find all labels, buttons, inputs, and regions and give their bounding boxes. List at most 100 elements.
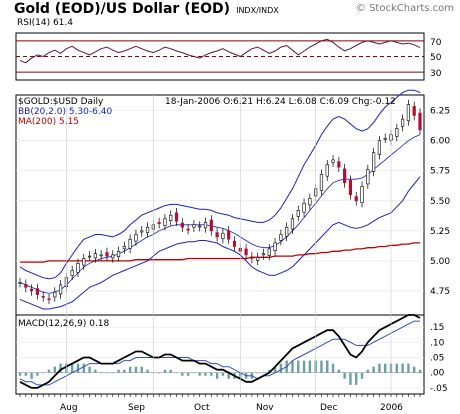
x-axis [19,95,421,397]
price-tick-label: 6.00 [430,137,450,147]
macd-histogram-bar [221,372,225,376]
macd-histogram-bar [18,372,22,376]
macd-histogram-bar [355,372,358,385]
macd-histogram-bar [384,363,387,373]
macd-histogram-bar [418,369,422,373]
candle-body [256,256,260,261]
candle-body [412,106,416,116]
macd-tick-label: .10 [430,338,445,348]
candle-body [372,152,376,172]
candle-body [250,256,254,259]
bb-lower-line [19,176,421,310]
price-tick-label: 5.25 [430,227,450,237]
candle-body [395,128,399,137]
month-label-dec: Dec [320,403,337,413]
macd-label: MACD(12,26,9) 0.18 [18,319,110,329]
macd-histogram-bar [163,369,167,373]
macd-histogram-bar [59,363,62,373]
candle-body [418,112,422,131]
macd-histogram-bar [343,372,346,379]
candle-body [140,230,144,233]
macd-histogram-bar [413,366,416,373]
price-symbol-label: $GOLD:$USD Daily [18,97,104,107]
macd-histogram-bar [134,366,138,373]
candle-body [122,246,126,250]
chart-title: Gold (EOD)/US Dollar (EOD) INDX/INDX [14,1,279,17]
macd-panel: -.05 .00 .05 .10 .15 [16,314,448,394]
macd-histogram-bar [308,360,312,373]
candle-body [203,222,208,229]
price-tick-label: 5.00 [430,257,450,267]
candle-body [105,252,109,257]
price-tick-label: 4.75 [430,287,450,297]
macd-histogram-bar [407,363,410,373]
bb-upper-line [19,89,421,280]
candle-body [273,242,277,251]
candle-body [180,222,184,228]
month-label-oct: Oct [194,403,210,413]
ma200-line [20,242,420,263]
candle-body [221,232,225,239]
price-panel: 4.75 5.00 5.25 5.50 5.75 6.00 6.25 [16,89,450,310]
candle-body [76,263,80,273]
macd-histogram-bar [366,369,370,373]
candle-body [308,198,312,206]
macd-histogram-bar [99,372,103,374]
quote-label: 18-Jan-2006 O:6.21 H:6.24 L:6.08 C:6.09 … [165,97,396,107]
candle-body [406,104,411,122]
macd-histogram-bar [186,372,190,376]
macd-histogram-bar [337,369,341,373]
candle-body [174,212,179,222]
macd-histogram-bar [204,372,207,376]
macd-tick-label: .15 [430,323,444,333]
candle-body [319,174,324,191]
candle-body [99,254,103,257]
candle-body [215,232,219,238]
candle-body [383,137,387,140]
macd-histogram-bar [111,372,114,374]
candle-body [401,118,405,127]
candle-body [302,202,306,213]
macd-frame [15,314,425,395]
candle-body [290,218,295,230]
macd-histogram-bar [291,360,294,373]
macd-histogram-bar [88,366,91,373]
macd-histogram-bar [76,363,80,373]
candle-body [377,140,382,155]
candle-body [29,288,34,292]
macd-histogram-bar [169,369,172,373]
rsi-panel [16,38,424,73]
macd-histogram-bar [273,366,277,373]
month-label-nov: Nov [256,403,274,413]
macd-histogram-bar [30,372,33,379]
macd-histogram-bar [279,363,283,373]
macd-histogram-bar [175,372,178,374]
macd-tick-label: .00 [430,369,445,379]
bb-label: BB(20,2.0) 5.30-6.40 [18,107,112,117]
macd-histogram-bar [395,363,399,373]
macd-histogram-bar [320,360,323,373]
candle-body [93,253,97,259]
macd-histogram-bar [82,363,85,373]
candle-body [157,222,161,224]
macd-histogram-bar [94,369,97,373]
candle-body [331,159,335,163]
candle-body [41,296,45,298]
candle-body [24,284,28,288]
macd-histogram-bar [302,360,306,373]
candle-body [337,161,341,168]
price-frame [15,94,425,316]
macd-histogram-bar [262,372,265,374]
exchange-text: INDX/INDX [236,6,279,15]
macd-histogram-bar [70,363,74,373]
candle-body [343,168,347,184]
candle-body [169,214,173,221]
candle-body [232,240,237,247]
macd-histogram-bar [157,372,161,374]
candle-body [116,250,121,257]
macd-histogram-bar [105,372,109,374]
candle-body [35,288,39,295]
month-label-aug: Aug [60,403,78,413]
price-tick-label: 6.25 [430,107,450,117]
candle-body [261,253,266,256]
